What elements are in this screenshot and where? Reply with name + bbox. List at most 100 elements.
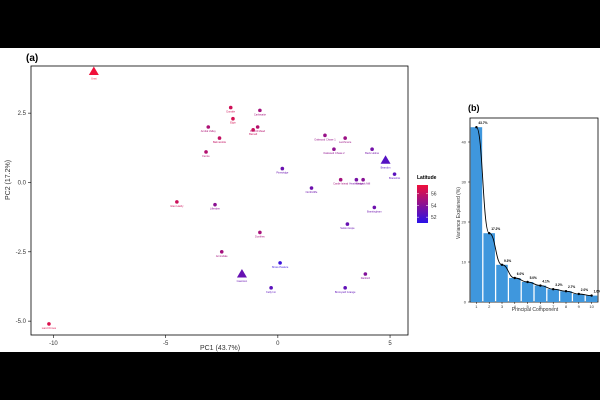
scatter-x-tick-label: 5 (388, 341, 392, 347)
site-label: Brandon (381, 165, 391, 169)
variance-point (577, 292, 580, 296)
site-point (354, 177, 359, 182)
site-label: Dunfries (255, 234, 265, 238)
site-label: Dunalie (226, 110, 235, 114)
site-label: Arndal Valley (201, 129, 217, 133)
variance-point (590, 294, 593, 297)
bar-panel: (b) Principal Component Variance Explain… (456, 103, 600, 313)
site-point (372, 205, 377, 210)
site-point (175, 200, 179, 204)
site-label: Lillesden (210, 207, 221, 211)
site-point (309, 186, 314, 190)
site-label: Balmaroble (213, 140, 227, 144)
bar-y-tick-label: 20 (462, 220, 467, 225)
variance-data-label: 3.2% (555, 283, 562, 287)
site-point (332, 147, 336, 151)
variance-point (526, 280, 529, 284)
site-label: Pinewidge (276, 171, 289, 175)
site-label: Elgin (230, 121, 236, 125)
site-label: Shore Pasture (272, 265, 289, 269)
variance-bar (585, 295, 598, 302)
variance-data-label: 1.6% (594, 290, 600, 294)
panel-label-a: (a) (26, 53, 38, 64)
bar-x-tick-label: 9 (578, 304, 581, 309)
bar-y-tick-label: 0 (464, 300, 467, 305)
site-label: Heathbridge (349, 182, 364, 186)
site-label: Castle Istead (333, 182, 349, 186)
scatter-panel: (a) PC1 (43.7%) PC2 (17.2%) -10 -5 0 5-5.0-… (5, 53, 409, 352)
site-point (219, 250, 224, 254)
site-label: Sutton Hope (340, 226, 355, 230)
site-point (280, 166, 285, 171)
legend-tick-label: 52 (431, 215, 437, 221)
legend-title: Latitude (417, 175, 437, 181)
variance-point (488, 232, 491, 235)
chart-svg: (a) PC1 (43.7%) PC2 (17.2%) -10 -5 0 5-5.0-… (5, 53, 600, 352)
variance-point (513, 276, 516, 280)
site-label: Keswick Mill (356, 182, 371, 186)
site-label: Northcliffe (306, 190, 318, 194)
legend-color-bar (417, 185, 428, 223)
variance-bar (573, 294, 585, 302)
panel-label-b: (b) (468, 103, 480, 113)
variance-point (552, 288, 555, 291)
bar-x-tick-label: 10 (589, 304, 594, 309)
bar-y-tick-label: 30 (462, 180, 467, 185)
site-point (258, 230, 262, 235)
variance-data-label: 6.0% (517, 272, 524, 276)
scatter-y-tick-label: 2.5 (18, 111, 27, 117)
scatter-plot-area (30, 65, 409, 336)
site-point (204, 150, 208, 154)
site-label: Birkhill Mead (250, 129, 265, 133)
bar-x-tick-label: 5 (526, 304, 529, 309)
site-point (338, 177, 343, 182)
variance-data-label: 17.2% (491, 227, 500, 231)
scatter-y-axis-label: PC2 (17.2%) (5, 160, 12, 200)
site-point (255, 125, 260, 129)
variance-data-label: 2.0% (581, 288, 588, 292)
site-label: Danford (361, 276, 371, 280)
bar-y-tick-label: 40 (462, 140, 467, 145)
site-label: Land Ormes (42, 326, 57, 330)
variance-bar (483, 233, 495, 302)
variance-bar (470, 127, 483, 302)
bar-tick-group: 0 10 20 30 40 1 2 3 4 5 6 7 8 9 10 (462, 140, 595, 309)
variance-point (475, 126, 478, 129)
site-label: Beck Holme (365, 151, 380, 155)
bar-y-axis-label: Variance Explained (%) (456, 187, 462, 239)
legend-ticks: 56 54 52 (417, 192, 437, 221)
site-point (213, 202, 217, 207)
bar-x-tick-label: 6 (539, 304, 542, 309)
site-triangle-marker (380, 155, 391, 164)
site-point (228, 105, 233, 110)
variance-data-label: 9.3% (504, 259, 511, 263)
site-label: Oakwood Chase 2 (323, 151, 345, 155)
bar-x-tick-label: 3 (501, 304, 504, 309)
site-point (363, 272, 368, 276)
site-triangle-marker (236, 268, 247, 278)
scatter-x-axis-label: PC1 (43.7%) (200, 345, 240, 352)
bar-y-tick-label: 10 (462, 260, 467, 265)
site-label: Glen Hardy (170, 204, 184, 208)
scatter-x-tick-label: -5 (163, 341, 169, 347)
site-point (269, 286, 273, 290)
variance-bar (547, 289, 559, 302)
variance-data-label: 43.7% (478, 121, 487, 125)
site-point (231, 116, 235, 121)
scatter-points: Unst Land Ormes Glen Hardy Lillesden Arminda… (42, 66, 400, 330)
site-label: Armindale (216, 254, 228, 258)
site-label: Unst (91, 77, 97, 81)
bar-series: 43.7% 17.2% 9.3% 6.0% 5.0% 4.1% 3.2% 2.7% 2.0% 1.… (470, 121, 600, 302)
figure-canvas: (a) PC1 (43.7%) PC2 (17.2%) -10 -5 0 5 -5.0-… (0, 48, 600, 352)
site-point (251, 127, 255, 132)
variance-point (539, 284, 542, 287)
scatter-y-tick-label: -2.5 (16, 250, 27, 256)
cumulative-variance-line (475, 126, 592, 297)
bar-x-tick-label: 7 (552, 304, 555, 309)
bar-x-axis-label: Principal Component (512, 307, 559, 313)
bar-x-tick-label: 8 (565, 304, 568, 309)
site-point (343, 136, 347, 140)
variance-bar (560, 291, 572, 302)
bar-x-tick-label: 4 (514, 304, 517, 309)
site-point (343, 286, 347, 290)
